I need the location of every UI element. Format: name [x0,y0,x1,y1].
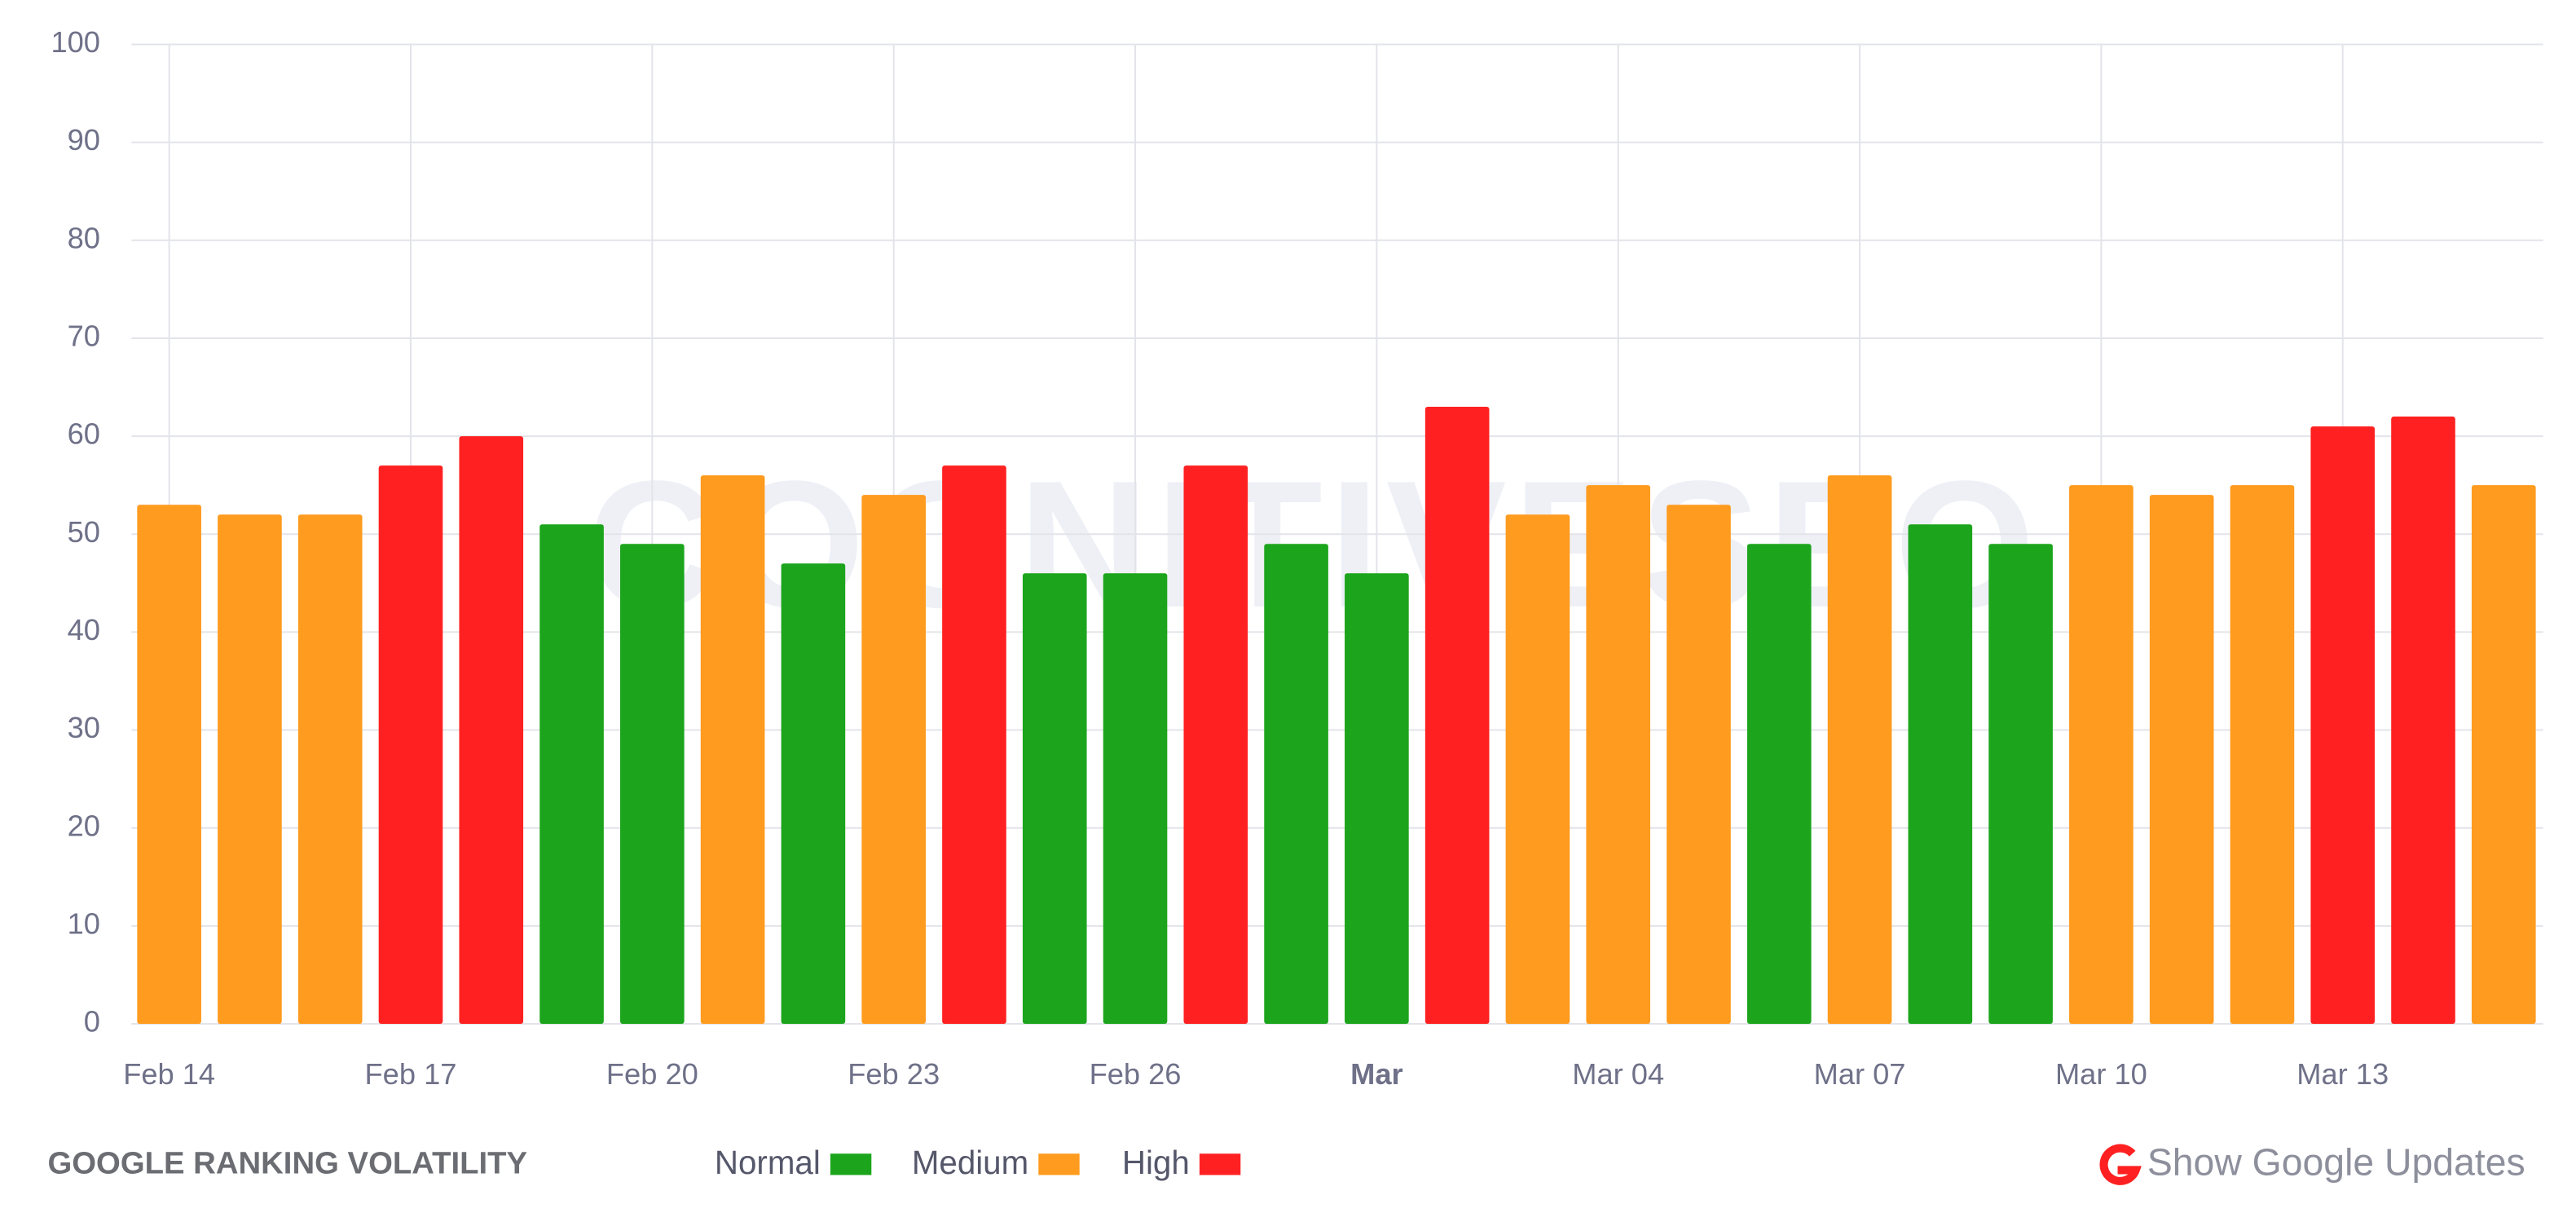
bar [1988,544,2053,1024]
y-tick-label: 80 [68,221,100,254]
x-tick-label: Feb 23 [848,1057,940,1091]
bar [942,465,1006,1024]
bar [2230,485,2295,1024]
y-tick-label: 100 [51,25,100,59]
show-updates-button[interactable]: Show Google Updates [2099,1141,2525,1185]
bar [459,436,524,1024]
bar [2149,495,2214,1024]
x-tick-label: Mar 10 [2055,1057,2147,1091]
bar [2471,485,2536,1024]
legend-swatch [1199,1153,1241,1175]
legend-label: Medium [912,1144,1028,1181]
bar [1183,465,1248,1024]
y-tick-label: 90 [68,123,100,157]
google-icon [2099,1144,2142,1185]
bar [620,544,685,1024]
bar [700,475,765,1024]
chart-title: GOOGLE RANKING VOLATILITY [47,1145,527,1180]
y-tick-label: 20 [68,809,100,842]
bar [1264,544,1328,1024]
bar [378,465,443,1024]
bar [1908,524,1973,1024]
bar [297,514,363,1024]
legend: Normal Medium High [715,1144,1241,1181]
button-label[interactable]: Show Google Updates [2147,1141,2525,1184]
bar [2310,426,2376,1024]
x-tick-label: Mar [1350,1057,1403,1091]
bar [861,495,926,1024]
x-tick-label: Feb 20 [606,1057,698,1091]
bar [1827,475,1892,1024]
legend-label: High [1122,1144,1190,1181]
bar [1103,573,1168,1024]
y-tick-label: 40 [68,613,100,646]
bar [1345,573,1409,1024]
y-tick-label: 70 [68,320,100,353]
bar [2391,417,2455,1024]
y-tick-label: 0 [84,1005,100,1039]
x-tick-label: Feb 26 [1090,1057,1182,1091]
x-tick-label: Mar 13 [2296,1057,2389,1091]
bar [1586,485,1651,1024]
x-tick-label: Mar 07 [1814,1057,1906,1091]
plot: 0 10 20 30 40 50 60 70 80 90 100 Feb 14 Feb 17 Feb 20… [51,25,2543,1091]
bar [1667,505,1731,1024]
bar [539,524,604,1024]
x-tick-label: Feb 14 [123,1057,215,1091]
bar [2069,485,2133,1024]
x-tick-label: Feb 17 [365,1057,457,1091]
bar [218,514,282,1024]
bar [781,563,846,1024]
bar [1425,407,1490,1024]
legend-swatch [1038,1153,1080,1175]
bar [1022,573,1087,1024]
bar [1746,544,1812,1024]
y-tick-label: 10 [68,906,100,940]
x-tick-label: Mar 04 [1572,1057,1664,1091]
legend-swatch [830,1153,872,1175]
y-tick-label: 50 [68,515,100,549]
bar [1505,514,1570,1024]
legend-label: Normal [715,1144,821,1181]
y-tick-label: 60 [68,417,100,451]
bar [137,505,201,1024]
y-tick-label: 30 [68,711,100,744]
